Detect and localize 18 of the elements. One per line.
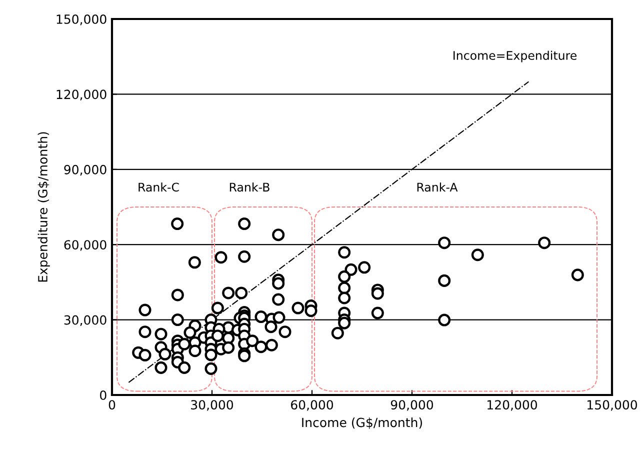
annotation: Rank-B [230,182,270,192]
x-tick-label: 0 [108,400,116,410]
text: Income=Expenditure [454,50,577,62]
annotation: Rank-A [417,182,458,192]
x-tick-label: 30,000 [191,400,234,411]
x-axis-title: Income (G$/month) [302,418,422,429]
y-tick-label: 150,000 [56,14,106,26]
y-tick-label: 30,000 [64,315,106,326]
x-tick-label: 150,000 [588,400,638,411]
y-axis-title: Expenditure (G$/month) [38,132,50,282]
y-tick-label: 60,000 [64,240,106,251]
x-tick-label: 120,000 [488,400,538,411]
y-tick-label: 120,000 [56,90,106,100]
x-tick-label: 90,000 [390,400,434,411]
annotation: Rank-C [138,182,179,192]
x-tick-label: 60,000 [291,400,334,411]
y-tick-label: 90,000 [64,164,106,176]
y-tick-label: 0 [100,390,106,400]
